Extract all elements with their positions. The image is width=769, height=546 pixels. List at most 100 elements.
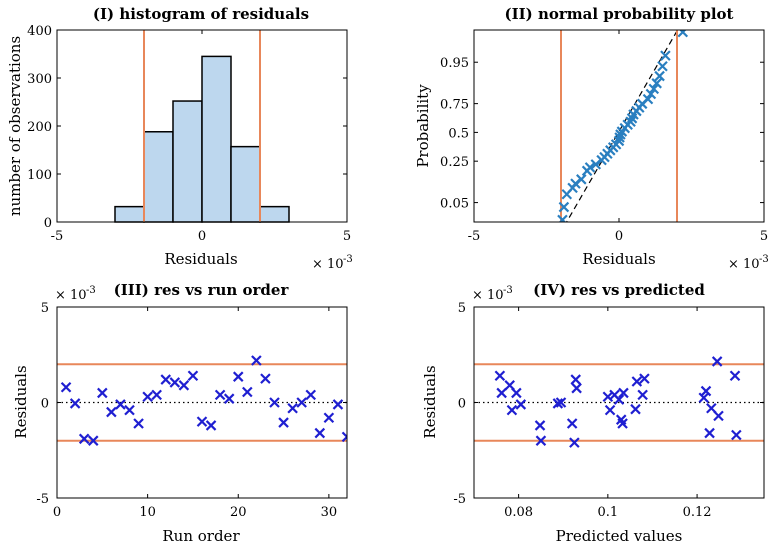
- run-xlabel: Run order: [162, 527, 240, 545]
- pred-plot-area: [474, 356, 764, 448]
- hist-y-tick-label: 100: [27, 168, 52, 183]
- run-y-tick-label: 5: [41, 301, 49, 316]
- npp-axes-frame: [473, 29, 765, 223]
- pred-point: [511, 387, 522, 399]
- svg-text:-3: -3: [343, 254, 353, 265]
- hist-y-tick-label: 400: [27, 24, 52, 39]
- run-ylabel: Residuals: [12, 365, 30, 438]
- svg-text:-3: -3: [503, 285, 513, 296]
- pred-point: [631, 376, 643, 387]
- run-point: [69, 398, 81, 409]
- npp-point: [654, 70, 665, 82]
- npp-y-tick-label: 0.5: [448, 126, 469, 141]
- npp-x-tick-label: 0: [615, 229, 623, 244]
- pred-point: [604, 404, 616, 416]
- hist-y-tick-label: 0: [44, 216, 52, 231]
- run-point: [151, 389, 162, 401]
- pred-point: [552, 398, 564, 409]
- pred-point: [637, 389, 648, 401]
- run-point: [87, 435, 99, 446]
- run-plot-area: [57, 355, 347, 446]
- run-point: [187, 370, 199, 382]
- hist-title: (I) histogram of residuals: [93, 5, 309, 23]
- hist-bar: [172, 100, 203, 223]
- run-point: [169, 377, 181, 388]
- pred-point: [494, 370, 506, 382]
- pred-point: [496, 387, 507, 399]
- run-point: [332, 399, 344, 410]
- hist-axes-frame: [56, 29, 348, 223]
- run-point: [323, 412, 335, 424]
- npp-y-tick-label: 0.75: [440, 98, 469, 113]
- npp-point: [557, 214, 568, 222]
- pred-point: [704, 427, 715, 439]
- npp-x-tick-label: 5: [760, 229, 768, 244]
- run-x-tick-label: 10: [139, 505, 156, 520]
- npp-x-exponent: × 10 -3: [728, 254, 769, 272]
- run-point: [287, 402, 298, 414]
- run-point: [314, 427, 326, 439]
- npp-x-tick-label: -5: [468, 229, 481, 244]
- run-point: [305, 389, 317, 401]
- pred-point: [613, 394, 625, 405]
- pred-axes-frame: [473, 306, 765, 499]
- run-y-tick-label: 0: [41, 397, 49, 412]
- svg-text:-3: -3: [86, 285, 96, 296]
- pred-point: [731, 429, 742, 441]
- run-point: [214, 389, 226, 401]
- npp-xlabel: Residuals: [582, 250, 655, 268]
- run-point: [160, 374, 172, 385]
- npp-point: [648, 83, 660, 95]
- npp-y-tick-label: 0.95: [440, 56, 469, 71]
- pred-point: [618, 387, 629, 399]
- run-point: [269, 397, 280, 408]
- npp-point: [651, 78, 662, 89]
- pred-x-tick-label: 0.12: [683, 505, 712, 520]
- run-point: [106, 406, 117, 418]
- hist-bar: [259, 205, 290, 223]
- run-point: [60, 381, 72, 393]
- run-point: [178, 380, 190, 391]
- pred-ylabel: Residuals: [421, 365, 439, 438]
- svg-text:× 10: × 10: [55, 288, 87, 303]
- run-point: [205, 420, 217, 431]
- run-point: [242, 386, 253, 398]
- pred-point: [570, 374, 582, 385]
- pred-point: [617, 418, 628, 429]
- run-point: [196, 416, 208, 427]
- pred-point: [571, 382, 582, 394]
- run-x-tick-label: 0: [53, 505, 61, 520]
- hist-y-tick-label: 200: [27, 120, 52, 135]
- predicted-panel: (IV) res vs predicted 0.08 0.1 0.12 -5 0 5 Pr…: [421, 281, 765, 545]
- npp-point: [657, 60, 668, 72]
- npp-point: [584, 162, 596, 173]
- pred-point: [534, 420, 546, 431]
- hist-bar: [201, 55, 232, 223]
- pred-point: [729, 370, 741, 382]
- npp-point: [645, 88, 657, 100]
- hist-x-exponent: × 10 -3: [312, 254, 353, 272]
- run-point: [142, 391, 153, 403]
- npp-y-tick-label: 0.25: [440, 155, 469, 170]
- run-x-tick-label: 20: [230, 505, 247, 520]
- pred-y-exponent: × 10 -3: [472, 285, 513, 303]
- pred-y-tick-label: 0: [458, 397, 466, 412]
- npp-point: [558, 201, 570, 213]
- pred-point: [535, 435, 547, 446]
- pred-point: [713, 410, 724, 422]
- hist-bar: [230, 145, 261, 223]
- run-point: [278, 417, 289, 428]
- pred-point: [700, 385, 712, 397]
- pred-point: [639, 373, 650, 384]
- hist-x-tick-label: 5: [343, 229, 351, 244]
- hist-x-tick-label: -5: [51, 229, 64, 244]
- npp-point: [660, 50, 671, 61]
- run-order-panel: (III) res vs run order 0 10 20 30 -5 0 5 Run o…: [12, 281, 348, 545]
- svg-text:-3: -3: [759, 254, 769, 265]
- svg-text:× 10: × 10: [472, 288, 504, 303]
- pred-y-tick-label: -5: [453, 492, 466, 507]
- hist-bar: [114, 205, 145, 223]
- run-point: [133, 418, 144, 429]
- run-point: [223, 393, 235, 404]
